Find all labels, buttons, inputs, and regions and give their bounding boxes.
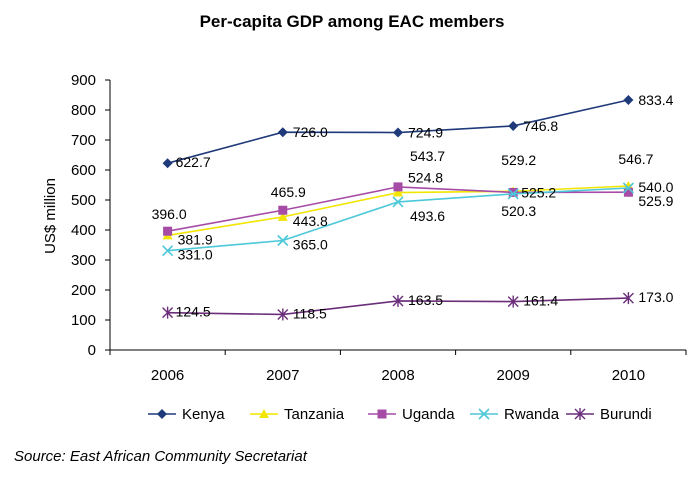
x-tick-label: 2008: [381, 367, 414, 384]
uganda-data-label: 543.7: [410, 148, 445, 164]
kenya-point: [508, 120, 519, 131]
rwanda-point: [622, 182, 634, 194]
kenya-data-label: 724.9: [408, 125, 443, 141]
rwanda-data-label: 520.3: [501, 203, 536, 219]
kenya-data-label: 726.0: [293, 124, 328, 140]
burundi-point: [277, 308, 289, 321]
marker-stroke: [622, 182, 634, 194]
uganda-point: [508, 187, 518, 197]
uganda-point: [163, 226, 173, 236]
rwanda-point: [507, 188, 519, 200]
x-tick-label: 2007: [266, 367, 299, 384]
x-tick-label: 2006: [151, 367, 184, 384]
y-tick-label: 800: [71, 102, 96, 119]
x-tick-label: 2010: [612, 367, 645, 384]
kenya-data-label: 622.7: [176, 154, 211, 170]
y-tick-label: 900: [71, 72, 96, 89]
kenya-point: [277, 127, 288, 138]
legend-tanzania-marker: [259, 409, 269, 418]
axes: 0 100 200 300 400 500 600 700 800 900 2006 2007 2008…: [71, 72, 687, 384]
tanzania-data-label: 524.8: [408, 170, 443, 186]
legend-rwanda-label: Rwanda: [504, 406, 560, 423]
y-tick-label: 100: [71, 312, 96, 329]
chart-title: Per-capita GDP among EAC members: [200, 12, 505, 31]
marker-stroke: [507, 188, 519, 200]
uganda-data-label: 525.2: [521, 184, 556, 200]
data-labels: 622.7 726.0 724.9 746.8 833.4 381.9 443.8 524.8…: [152, 92, 674, 321]
rwanda-point: [392, 196, 404, 208]
kenya-point: [623, 94, 634, 105]
legend-kenya-label: Kenya: [182, 406, 225, 423]
tanzania-point: [277, 211, 288, 221]
burundi-point: [392, 294, 404, 307]
uganda-data-label: 525.9: [638, 193, 673, 209]
rwanda-data-label: 540.0: [638, 179, 673, 195]
burundi-data-label: 161.4: [523, 293, 558, 309]
series-layer: [162, 94, 634, 321]
legend: Kenya Tanzania Uganda Rwanda Burundi: [148, 406, 652, 423]
y-tick-label: 500: [71, 192, 96, 209]
tanzania-data-label: 529.2: [501, 152, 536, 168]
burundi-data-label: 118.5: [293, 305, 327, 321]
marker-stroke: [162, 245, 174, 257]
marker-stroke: [478, 408, 490, 420]
legend-burundi-marker: [574, 408, 586, 420]
rwanda-point: [162, 245, 174, 257]
uganda-data-label: 465.9: [271, 184, 306, 200]
x-tick-label: 2009: [497, 367, 530, 384]
burundi-data-label: 124.5: [176, 304, 211, 320]
kenya-point: [162, 158, 173, 169]
uganda-data-label: 396.0: [152, 206, 187, 222]
legend-kenya-marker: [157, 409, 167, 419]
y-tick-label: 300: [71, 252, 96, 269]
marker-stroke: [277, 234, 289, 247]
uganda-point: [393, 182, 403, 192]
y-tick-label: 600: [71, 162, 96, 179]
legend-uganda-marker: [377, 409, 387, 419]
y-tick-label: 700: [71, 132, 96, 149]
uganda-point: [623, 187, 633, 197]
legend-tanzania-label: Tanzania: [284, 406, 345, 423]
burundi-point: [622, 292, 634, 305]
rwanda-point: [277, 234, 289, 247]
legend-uganda-label: Uganda: [402, 406, 455, 423]
burundi-point: [162, 306, 174, 319]
y-tick-label: 400: [71, 222, 96, 239]
tanzania-data-label: 381.9: [178, 231, 213, 247]
kenya-point: [393, 127, 403, 138]
rwanda-data-label: 331.0: [178, 247, 213, 263]
burundi-point: [507, 295, 519, 308]
tanzania-point: [393, 187, 403, 197]
y-axis-label: US$ million: [42, 178, 59, 254]
burundi-data-label: 163.5: [408, 292, 443, 308]
y-tick-label: 0: [88, 342, 96, 359]
source-note: Source: East African Community Secretari…: [14, 448, 307, 465]
kenya-data-label: 833.4: [638, 92, 673, 108]
tanzania-data-label: 546.7: [618, 151, 653, 167]
y-tick-label: 200: [71, 282, 96, 299]
marker-stroke: [392, 196, 404, 208]
rwanda-data-label: 493.6: [410, 208, 445, 224]
rwanda-data-label: 365.0: [293, 237, 328, 253]
legend-rwanda-marker: [478, 408, 490, 420]
kenya-data-label: 746.8: [523, 118, 558, 134]
legend-burundi-label: Burundi: [600, 406, 652, 423]
tanzania-data-label: 443.8: [293, 213, 328, 229]
burundi-data-label: 173.0: [638, 289, 673, 305]
uganda-point: [278, 205, 288, 215]
